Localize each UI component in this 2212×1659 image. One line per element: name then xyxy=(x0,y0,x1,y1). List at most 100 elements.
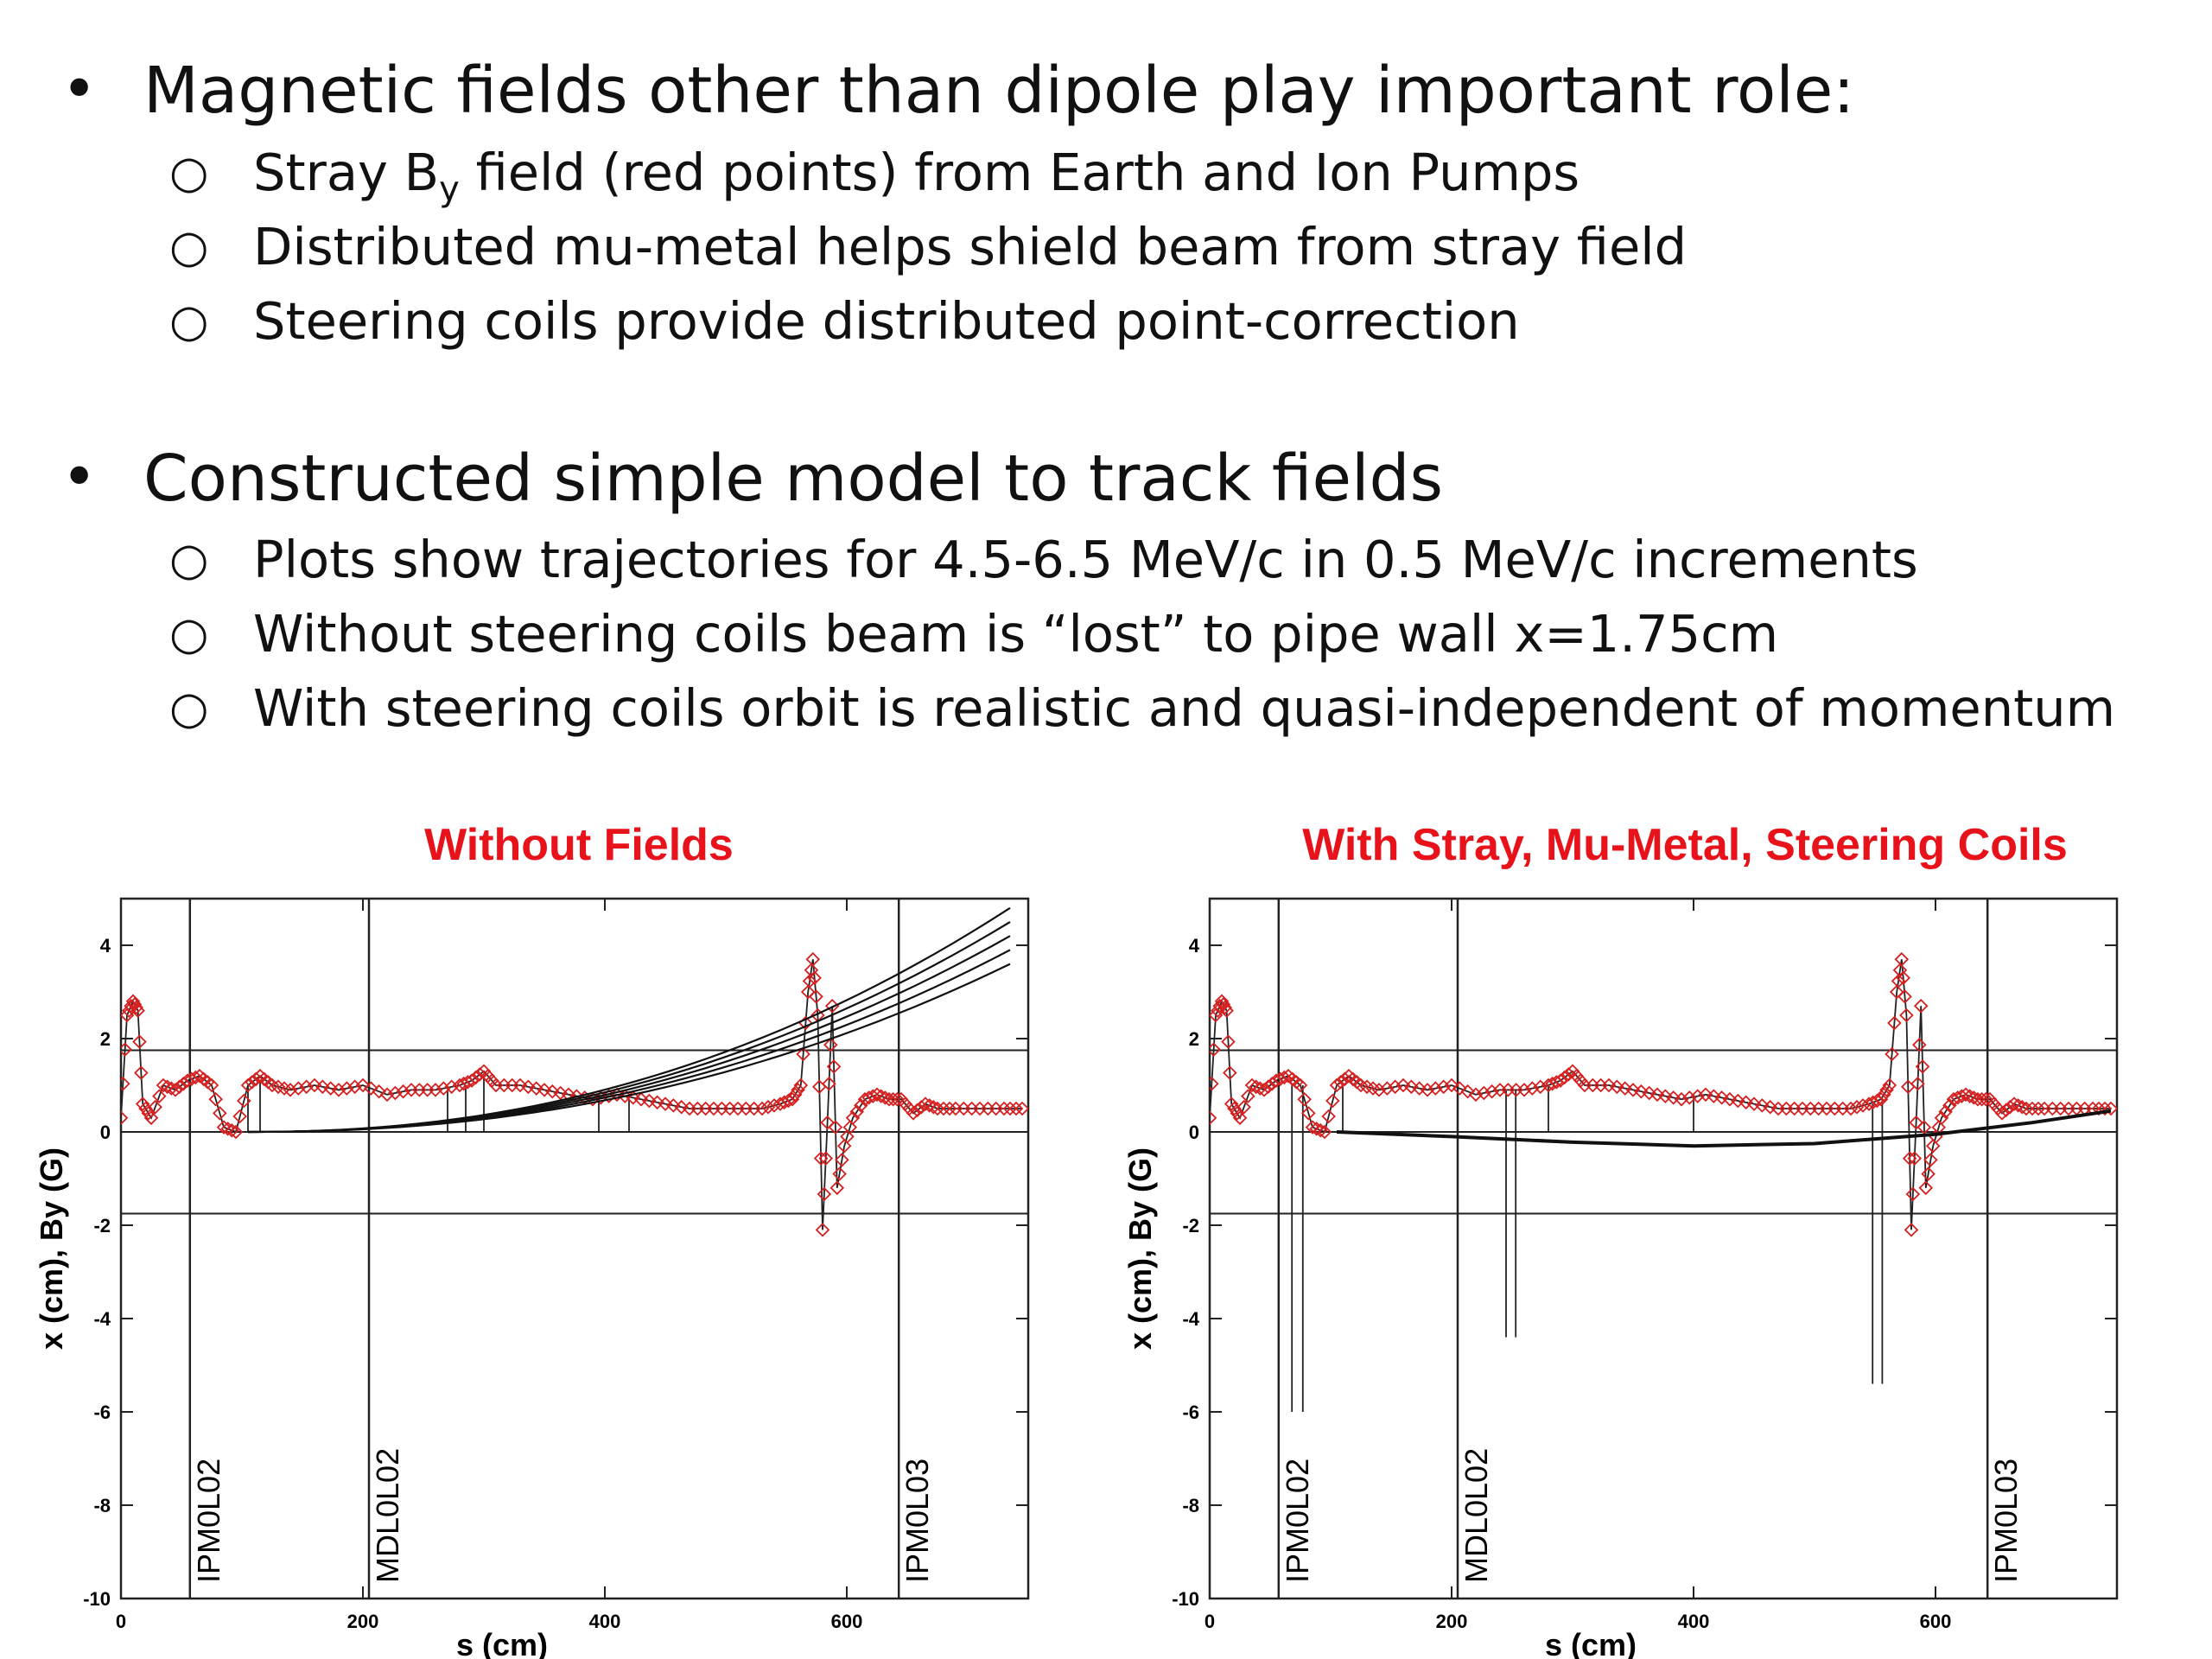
field-point xyxy=(1002,1101,1018,1116)
field-point xyxy=(835,1153,849,1167)
field-point xyxy=(914,1099,929,1115)
bullet-sub-text: Distributed mu-metal helps shield beam f… xyxy=(253,217,1688,276)
x-tick-label: 400 xyxy=(1678,1611,1710,1632)
field-point xyxy=(1999,1103,2013,1118)
field-point xyxy=(642,1093,657,1109)
bullet-sub-2-2: ○ Without steering coils beam is “lost” … xyxy=(169,608,1778,659)
field-point xyxy=(1714,1090,1729,1105)
field-point xyxy=(828,1120,843,1135)
field-point xyxy=(796,1046,810,1062)
field-point xyxy=(996,1101,1012,1116)
field-point xyxy=(537,1083,552,1097)
field-point xyxy=(817,1186,832,1202)
field-point xyxy=(396,1084,410,1099)
field-point xyxy=(1891,974,1906,988)
field-point xyxy=(232,1109,247,1124)
field-point xyxy=(220,1122,235,1136)
field-point xyxy=(315,1079,330,1095)
field-point xyxy=(331,1083,346,1097)
field-point xyxy=(204,1077,219,1093)
bullet-sub-2-3: ○ With steering coils orbit is realistic… xyxy=(169,683,2115,734)
field-point xyxy=(129,1000,144,1015)
field-point xyxy=(1221,1034,1236,1049)
field-point xyxy=(1253,1081,1268,1096)
field-point xyxy=(529,1081,543,1096)
field-point xyxy=(1313,1122,1328,1138)
element-marker-label: IPM0L02 xyxy=(1280,1459,1315,1583)
bullet-ring-icon: ○ xyxy=(169,534,209,586)
bullet-ring-icon: ○ xyxy=(169,683,209,734)
bullet-sub-text: Without steering coils beam is “lost” to… xyxy=(253,604,1779,664)
bullet-sub-subscript: y xyxy=(439,169,460,209)
y-tick-label: -8 xyxy=(93,1495,111,1516)
x-axis-label: s (cm) xyxy=(456,1627,548,1659)
y-tick-label: -10 xyxy=(1172,1588,1199,1610)
field-point xyxy=(830,1180,845,1196)
field-point xyxy=(787,1087,803,1103)
field-point xyxy=(2003,1099,2018,1115)
field-point xyxy=(1557,1070,1572,1085)
field-point xyxy=(1897,989,1912,1004)
field-point xyxy=(854,1098,868,1113)
field-point xyxy=(132,1034,147,1049)
field-point xyxy=(1915,1059,1930,1074)
field-point xyxy=(1484,1084,1499,1099)
field-point xyxy=(1889,984,1904,1000)
field-point xyxy=(1561,1067,1576,1082)
field-point xyxy=(1625,1083,1641,1097)
field-point xyxy=(1452,1081,1467,1096)
field-point xyxy=(1436,1079,1451,1095)
field-point xyxy=(832,1166,847,1181)
field-point xyxy=(2091,1101,2107,1116)
trajectory-line xyxy=(1336,1109,2112,1148)
field-point xyxy=(1210,1042,1221,1057)
field-point xyxy=(1666,1090,1681,1105)
field-point xyxy=(1879,1083,1894,1097)
field-point xyxy=(802,974,817,988)
field-point xyxy=(845,1110,861,1126)
field-point xyxy=(1962,1089,1977,1103)
plot-area xyxy=(121,899,1028,1599)
field-point xyxy=(1905,1186,1921,1202)
field-point xyxy=(208,1091,223,1107)
y-tick-label: 4 xyxy=(1189,935,1200,957)
field-point xyxy=(822,1076,836,1091)
field-point xyxy=(1217,1000,1233,1015)
field-point xyxy=(291,1081,306,1096)
field-point xyxy=(216,1120,232,1135)
chart-title: Without Fields xyxy=(424,820,734,870)
field-point xyxy=(1223,1065,1237,1080)
field-point xyxy=(807,970,822,986)
field-point xyxy=(1707,1089,1721,1103)
element-marker-label: IPM0L03 xyxy=(899,1459,935,1583)
field-point xyxy=(388,1085,403,1101)
field-point xyxy=(1210,1110,1217,1126)
field-point xyxy=(1212,998,1227,1014)
field-point xyxy=(121,1007,135,1023)
field-point xyxy=(228,1124,244,1140)
field-point xyxy=(1634,1084,1649,1099)
field-point xyxy=(1241,1089,1255,1103)
field-point xyxy=(809,989,823,1004)
field-point xyxy=(1849,1099,1865,1115)
field-point xyxy=(1224,1096,1239,1111)
field-point xyxy=(1912,1037,1927,1052)
field-point xyxy=(1236,1099,1251,1115)
field-point xyxy=(1925,1138,1941,1154)
field-point xyxy=(1014,1101,1028,1116)
bullet-main-1: • Magnetic fields other than dipole play… xyxy=(61,59,1854,123)
field-point xyxy=(878,1090,893,1105)
bullet-sub-1-1: ○ Stray By field (red points) from Earth… xyxy=(169,147,1580,207)
field-point xyxy=(1755,1098,1770,1113)
plot-frame xyxy=(119,897,1030,1600)
x-axis-label: s (cm) xyxy=(1545,1627,1637,1659)
bullet-sub-text: With steering coils orbit is realistic a… xyxy=(253,678,2116,738)
field-point xyxy=(240,1077,256,1093)
field-point xyxy=(1674,1091,1689,1107)
bullet-dot-icon: • xyxy=(61,54,98,124)
field-point xyxy=(2018,1101,2034,1116)
field-point xyxy=(127,997,143,1012)
field-point xyxy=(800,984,816,1000)
field-point xyxy=(1690,1089,1705,1103)
